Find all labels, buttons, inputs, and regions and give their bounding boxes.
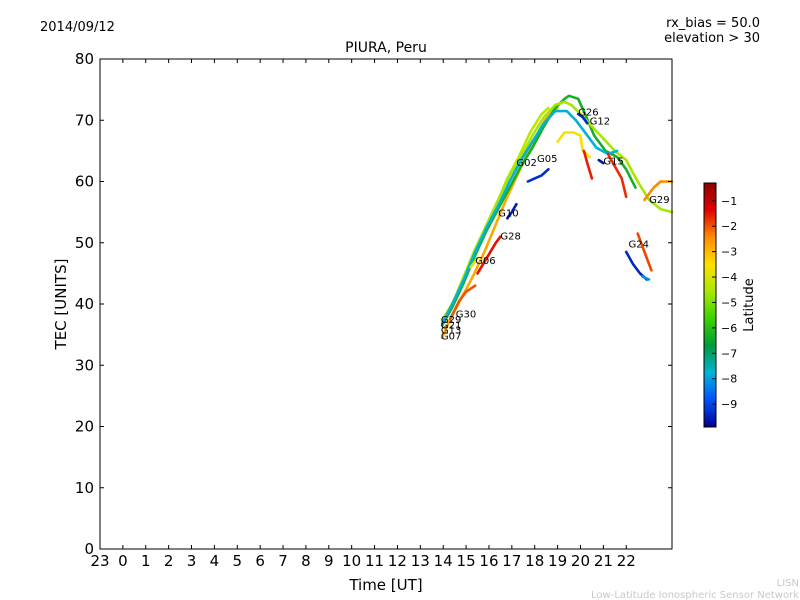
point-label-g28: G28 [500,232,520,243]
series-line-g24 [624,250,649,281]
colorbar: −1 −2 −3 −4 −5 −6 −7 −8 −9 Latitude [703,182,757,428]
series-line-g12 [582,149,594,180]
colorbar-ticks: −1 −2 −3 −4 −5 −6 −7 −8 −9 [712,195,737,411]
y-tick-label: 50 [75,234,94,252]
colorbar-tick-label: −1 [721,195,737,208]
y-tick-label: 40 [75,295,94,313]
y-tick-label: 20 [75,418,94,436]
colorbar-tick-label: −7 [721,347,737,360]
colorbar-tick-label: −2 [721,220,737,233]
x-axis-label: Time [UT] [348,576,422,594]
point-label-g02: G02 [516,158,536,169]
series-line-g29 [643,180,674,202]
point-label-g29: G29 [441,315,461,326]
y-tick-label: 70 [75,111,94,129]
x-tick-label: 7 [278,552,288,570]
series-line-g26 [440,109,619,325]
credit-long: Low-Latitude Ionospheric Sensor Network [591,590,799,600]
y-tick-label: 60 [75,173,94,191]
point-label-g05: G05 [537,154,557,165]
series-line-g05 [451,100,674,306]
x-tick-label: 23 [90,552,109,570]
colorbar-tick-label: −9 [721,398,737,411]
x-tick-label: 19 [548,552,567,570]
series-line-g28 [476,235,502,275]
x-axis: 23 0 1 2 3 4 5 6 7 8 9 10 11 12 13 14 15 16 17 18 19 20 21 22 [90,59,636,570]
x-tick-label: 21 [594,552,613,570]
x-tick-label: 4 [210,552,220,570]
colorbar-tick-label: −5 [721,296,737,309]
x-tick-label: 14 [434,552,453,570]
x-tick-label: 15 [457,552,476,570]
y-tick-label: 0 [84,540,94,558]
y-tick-label: 30 [75,356,94,374]
point-label-g30: G30 [456,310,476,321]
x-tick-label: 22 [617,552,636,570]
point-label-g12: G12 [590,117,610,128]
colorbar-label: Latitude [742,278,757,332]
x-tick-label: 20 [571,552,590,570]
point-label-g15: G15 [603,156,623,167]
point-label-g07: G07 [441,332,461,343]
rx-bias-label: rx_bias = 50.0 [666,16,760,31]
x-tick-label: 6 [255,552,265,570]
date-label: 2014/09/12 [40,20,115,35]
x-tick-label: 11 [365,552,384,570]
x-tick-label: 9 [324,552,334,570]
series-line-g10 [506,202,518,220]
series-line-g15 [606,152,628,199]
y-tick-label: 80 [75,50,94,68]
x-tick-label: 8 [301,552,311,570]
series-line-g26 [576,112,589,125]
point-label-g26: G26 [578,107,598,118]
y-tick-label: 10 [75,479,94,497]
x-tick-label: 16 [479,552,498,570]
chart-title: PIURA, Peru [345,40,427,56]
x-tick-label: 5 [233,552,243,570]
x-tick-label: 10 [342,552,361,570]
x-tick-label: 0 [118,552,128,570]
x-tick-label: 18 [525,552,544,570]
series-line-g24 [641,275,651,281]
colorbar-tick-label: −6 [721,322,737,335]
point-label-g06: G06 [475,256,495,267]
point-label-g13: G13 [441,325,461,336]
x-tick-label: 17 [502,552,521,570]
colorbar-tick-label: −3 [721,246,737,259]
series-line-g24 [636,232,653,272]
series-line-g15 [597,158,605,165]
y-axis-label: TEC [UNITS] [52,259,70,351]
point-label-g21: G21 [441,321,461,332]
x-tick-label: 3 [187,552,197,570]
x-tick-label: 12 [388,552,407,570]
series-line-g10 [526,168,550,183]
point-label-g29: G29 [649,195,669,206]
colorbar-tick-label: −8 [721,373,737,386]
y-axis: 0 10 20 30 40 50 60 70 80 [75,50,672,558]
x-tick-label: 1 [141,552,151,570]
point-label-g10: G10 [498,208,518,219]
x-tick-label: 2 [164,552,174,570]
colorbar-gradient [703,182,717,428]
series-layer [440,94,674,339]
credit-short: LISN [777,578,799,589]
series-line-g06 [469,256,479,269]
elevation-label: elevation > 30 [664,31,760,46]
point-label-g24: G24 [629,240,649,251]
series-line-g30 [448,284,477,321]
x-tick-label: 13 [411,552,430,570]
colorbar-tick-label: −4 [721,271,737,284]
